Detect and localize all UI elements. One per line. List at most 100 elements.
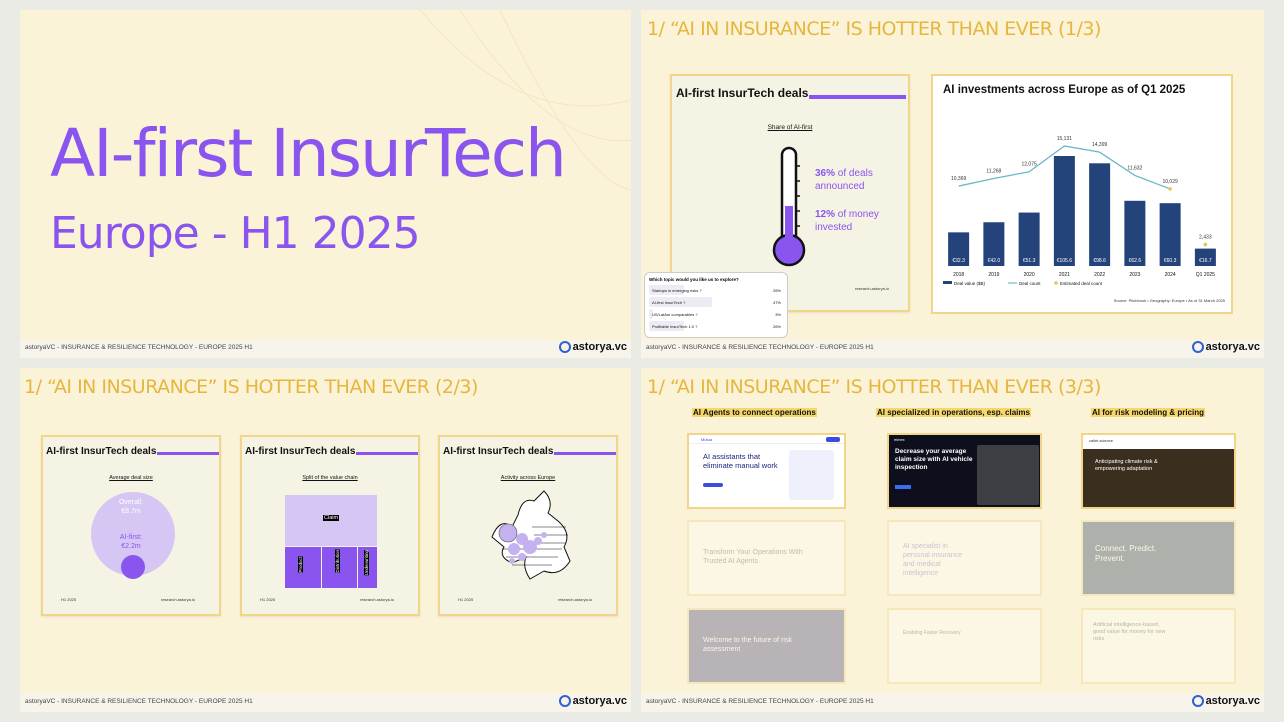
stat-money-label2: invested [815, 222, 853, 233]
x-tick-label: 2021 [1059, 272, 1070, 278]
slide-heading: 1/ “AI IN INSURANCE” IS HOTTER THAN EVER… [647, 376, 1101, 398]
site-brand: callet.science [1089, 438, 1114, 443]
website-shot-agents-3[interactable]: Welcome to the future of risk assessment [687, 608, 846, 684]
poll-option-pct: 26% [772, 288, 781, 293]
poll-option-fill [649, 297, 712, 307]
card-title: AI-first InsurTech deals [676, 86, 809, 100]
deal-size-bubbles [91, 492, 175, 579]
poll-question: Which topic would you like us to explore… [649, 277, 739, 282]
bar-2019 [983, 222, 1005, 266]
card-title: AI-first InsurTech deals [443, 446, 554, 457]
x-tick-label: Q1 2025 [1196, 272, 1215, 278]
slide-title[interactable]: AI-first InsurTech Europe - H1 2025 asto… [20, 10, 631, 358]
slide-heading: 1/ “AI IN INSURANCE” IS HOTTER THAN EVER… [24, 376, 478, 398]
bar-label: €105.6 [1057, 258, 1073, 264]
site-button [895, 485, 911, 489]
stat-deals: 36% of deals announced [815, 167, 873, 193]
website-shot-risk[interactable]: callet.science Anticipating climate risk… [1081, 433, 1236, 509]
treemap-underwriting-label: Underwriting [364, 550, 369, 576]
website-shot-claims[interactable]: elmex Decrease your average claim size w… [887, 433, 1042, 509]
site-headline: Decrease your average claim size with AI… [895, 448, 973, 471]
line-label: 14,399 [1092, 142, 1108, 148]
card-subtitle: Activity across Europe [500, 475, 556, 481]
card-share-ai-first: AI-first InsurTech deals Share of AI-fir… [670, 74, 910, 312]
treemap-product: Product [285, 547, 321, 588]
bar-2024 [1159, 203, 1181, 266]
card-accent-bar [157, 452, 219, 455]
stat-money-label: of money [837, 209, 879, 220]
brand-name: astorya.vc [572, 341, 627, 353]
x-tick-label: 2020 [1024, 272, 1035, 278]
source-site: research.astorya.io [161, 597, 196, 602]
card-value-chain: AI-first InsurTech deals Split of the va… [240, 435, 420, 616]
poll-option-label: Profitable InsurTech 1.0 ? [652, 324, 698, 329]
bar-label: €98.6 [1093, 258, 1106, 264]
poll-option[interactable]: Startups in emerging risks ? 26% [649, 285, 783, 295]
poll-option-pct: 3% [775, 312, 781, 317]
site-headline: AI assistants that eliminate manual work [703, 452, 778, 470]
poll-option[interactable]: AI-first InsurTech ? 47% [649, 297, 783, 307]
stat-deals-label: of deals [837, 168, 873, 179]
slide-hotter-1[interactable]: 1/ “AI IN INSURANCE” IS HOTTER THAN EVER… [641, 10, 1264, 358]
stat-money-pct: 12% [815, 209, 836, 220]
source-site: research.astorya.io [360, 597, 395, 602]
card-subtitle: Average deal size [109, 475, 153, 481]
site-headline: AI specialist in personal insurance and … [903, 543, 963, 577]
card-europe-activity: AI-first InsurTech deals Activity across… [438, 435, 618, 616]
card-title: AI-first InsurTech deals [46, 446, 157, 457]
website-shot-risk-3[interactable]: Artificial intelligence-based, good valu… [1081, 608, 1236, 684]
slide-footer: astoryaVC - INSURANCE & RESILIENCE TECHN… [20, 340, 631, 358]
line-label: 11,632 [1127, 165, 1142, 171]
bar-2018 [948, 232, 970, 266]
website-shot-risk-2[interactable]: Connect. Predict. Prevent. [1081, 520, 1236, 596]
footer-text: astoryaVC - INSURANCE & RESILIENCE TECHN… [25, 344, 253, 351]
bar-label: €51.3 [1023, 258, 1036, 264]
bar-2021 [1053, 156, 1075, 266]
bar-label: €32.3 [952, 258, 965, 264]
slide-hotter-3[interactable]: 1/ “AI IN INSURANCE” IS HOTTER THAN EVER… [641, 368, 1264, 712]
card-accent-bar [356, 452, 418, 455]
poll-options: Startups in emerging risks ? 26% AI-first … [649, 285, 783, 331]
bar-label: €16.7 [1199, 258, 1212, 264]
legend-swatch-bar [943, 281, 952, 284]
estimated-point [1203, 242, 1208, 247]
line-label: 15,131 [1057, 136, 1073, 142]
line-label: 10,369 [951, 176, 967, 182]
card-subtitle: Split of the value chain [302, 475, 358, 481]
astorya-logo-icon [1191, 695, 1204, 707]
stat-deals-pct: 36% [815, 168, 836, 179]
chart-source: Source: Pitchbook • Geography: Europe • … [1113, 298, 1225, 303]
treemap-claim: Claim [285, 495, 377, 546]
bar-label: €60.3 [1164, 258, 1177, 264]
legend-swatch-point [1054, 281, 1058, 285]
main-subtitle: Europe - H1 2025 [50, 208, 421, 259]
source-site: research.astorya.io [558, 597, 593, 602]
ai-label: AI-first: [119, 534, 143, 541]
column-title-claims: AI specialized in operations, esp. claim… [876, 408, 1031, 417]
period-label: H1 2025 [458, 597, 474, 602]
card-accent-bar [554, 452, 616, 455]
slide-hotter-2[interactable]: 1/ “AI IN INSURANCE” IS HOTTER THAN EVER… [20, 368, 631, 712]
website-shot-agents[interactable]: Mutua AI assistants that eliminate manua… [687, 433, 846, 509]
column-title-risk: AI for risk modeling & pricing [1091, 408, 1206, 417]
overall-bubble-label: Overall: €8.7m [43, 498, 219, 516]
card-deal-size: AI-first InsurTech deals Average deal si… [41, 435, 221, 616]
x-tick-label: 2023 [1129, 272, 1140, 278]
brand-logo: astorya.vc [1191, 341, 1260, 353]
site-hero-image [789, 450, 834, 500]
site-cta-icon [826, 437, 840, 442]
footer-text: astoryaVC - INSURANCE & RESILIENCE TECHN… [646, 698, 874, 705]
europe-map [491, 490, 571, 580]
poll-option[interactable]: Profitable InsurTech 1.0 ? 26% [649, 321, 783, 331]
website-shot-claims-2[interactable]: AI specialist in personal insurance and … [887, 520, 1042, 596]
site-nav: Mutua [689, 435, 844, 444]
website-shot-agents-2[interactable]: Transform Your Operations With Trusted A… [687, 520, 846, 596]
thermometer-icon [772, 146, 806, 267]
slide-footer: astoryaVC - INSURANCE & RESILIENCE TECHN… [641, 340, 1264, 358]
poll-option[interactable]: US/LatAm comparables ? 3% [649, 309, 783, 319]
website-shot-claims-3[interactable]: Enabling Faster Recovery [887, 608, 1042, 684]
card-subtitle: Share of AI-first [767, 124, 813, 131]
astorya-logo-icon [1191, 341, 1204, 353]
period-label: H1 2025 [260, 597, 276, 602]
poll-widget[interactable]: Which topic would you like us to explore… [644, 272, 788, 338]
